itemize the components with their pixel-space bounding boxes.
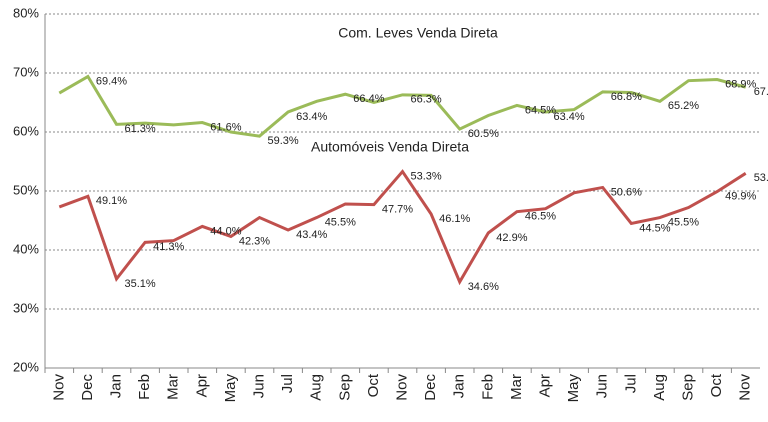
x-tick-label: Jan: [107, 374, 124, 398]
x-tick-label: Aug: [651, 374, 668, 401]
data-label: 66.8%: [611, 91, 642, 103]
x-tick-label: Jul: [622, 374, 639, 393]
y-tick-label: 60%: [13, 123, 39, 138]
y-tick-label: 50%: [13, 182, 39, 197]
data-label: 47.7%: [382, 203, 413, 215]
x-tick-label: Dec: [79, 374, 96, 401]
data-label: 42.9%: [496, 232, 527, 244]
data-label: 34.6%: [468, 281, 499, 293]
data-label: 69.4%: [96, 75, 127, 87]
y-tick-label: 80%: [13, 5, 39, 20]
data-label: 49.1%: [96, 195, 127, 207]
x-tick-label: Mar: [508, 374, 525, 400]
data-label: 65.2%: [668, 100, 699, 112]
data-label: 53.0%: [754, 172, 768, 184]
y-tick-label: 30%: [13, 300, 39, 315]
data-label: 46.1%: [439, 213, 470, 225]
series-name: Com. Leves Venda Direta: [338, 25, 498, 41]
data-label: 53.3%: [411, 170, 442, 182]
y-tick-label: 70%: [13, 64, 39, 79]
data-label: 61.6%: [210, 121, 241, 133]
x-tick-label: Sep: [336, 374, 353, 401]
x-tick-label: Mar: [165, 374, 182, 400]
x-tick-label: May: [222, 374, 239, 403]
x-tick-label: Feb: [136, 374, 153, 400]
x-tick-label: Nov: [737, 374, 754, 401]
x-tick-label: Dec: [422, 374, 439, 401]
data-label: 42.3%: [239, 235, 270, 247]
series-line: [58, 74, 747, 138]
data-label: 64.5%: [525, 104, 556, 116]
x-tick-label: Apr: [193, 374, 210, 397]
x-tick-label: Jun: [594, 374, 611, 398]
y-tick-label: 40%: [13, 241, 39, 256]
x-tick-label: Jan: [451, 374, 468, 398]
series-line: [58, 169, 747, 286]
data-label: 67.6%: [754, 86, 768, 98]
data-label: 44.0%: [210, 225, 241, 237]
data-label: 61.3%: [125, 123, 156, 135]
x-tick-label: Jun: [250, 374, 267, 398]
data-label: 44.5%: [639, 222, 670, 234]
x-tick-label: Apr: [536, 374, 553, 397]
data-label: 66.3%: [411, 94, 442, 106]
data-label: 45.5%: [668, 216, 699, 228]
data-label: 45.5%: [325, 216, 356, 228]
x-tick-label: May: [565, 374, 582, 403]
data-label: 49.9%: [725, 190, 756, 202]
data-label: 41.3%: [153, 241, 184, 253]
data-label: 59.3%: [268, 135, 299, 147]
y-tick-label: 20%: [13, 359, 39, 374]
x-tick-label: Aug: [308, 374, 325, 401]
x-tick-label: Sep: [679, 374, 696, 401]
data-label: 68.9%: [725, 78, 756, 90]
data-label: 43.4%: [296, 229, 327, 241]
x-tick-label: Oct: [708, 373, 725, 397]
x-tick-label: Nov: [393, 374, 410, 401]
x-tick-label: Nov: [50, 374, 67, 401]
x-tick-label: Feb: [479, 374, 496, 400]
data-label: 66.4%: [353, 93, 384, 105]
x-tick-label: Oct: [365, 373, 382, 397]
data-label: 63.4%: [554, 111, 585, 123]
data-label: 60.5%: [468, 128, 499, 140]
data-label: 50.6%: [611, 186, 642, 198]
data-label: 35.1%: [125, 278, 156, 290]
x-tick-label: Jul: [279, 374, 296, 393]
data-label: 46.5%: [525, 211, 556, 223]
series-name: Automóveis Venda Direta: [311, 139, 469, 155]
data-label: 63.4%: [296, 111, 327, 123]
